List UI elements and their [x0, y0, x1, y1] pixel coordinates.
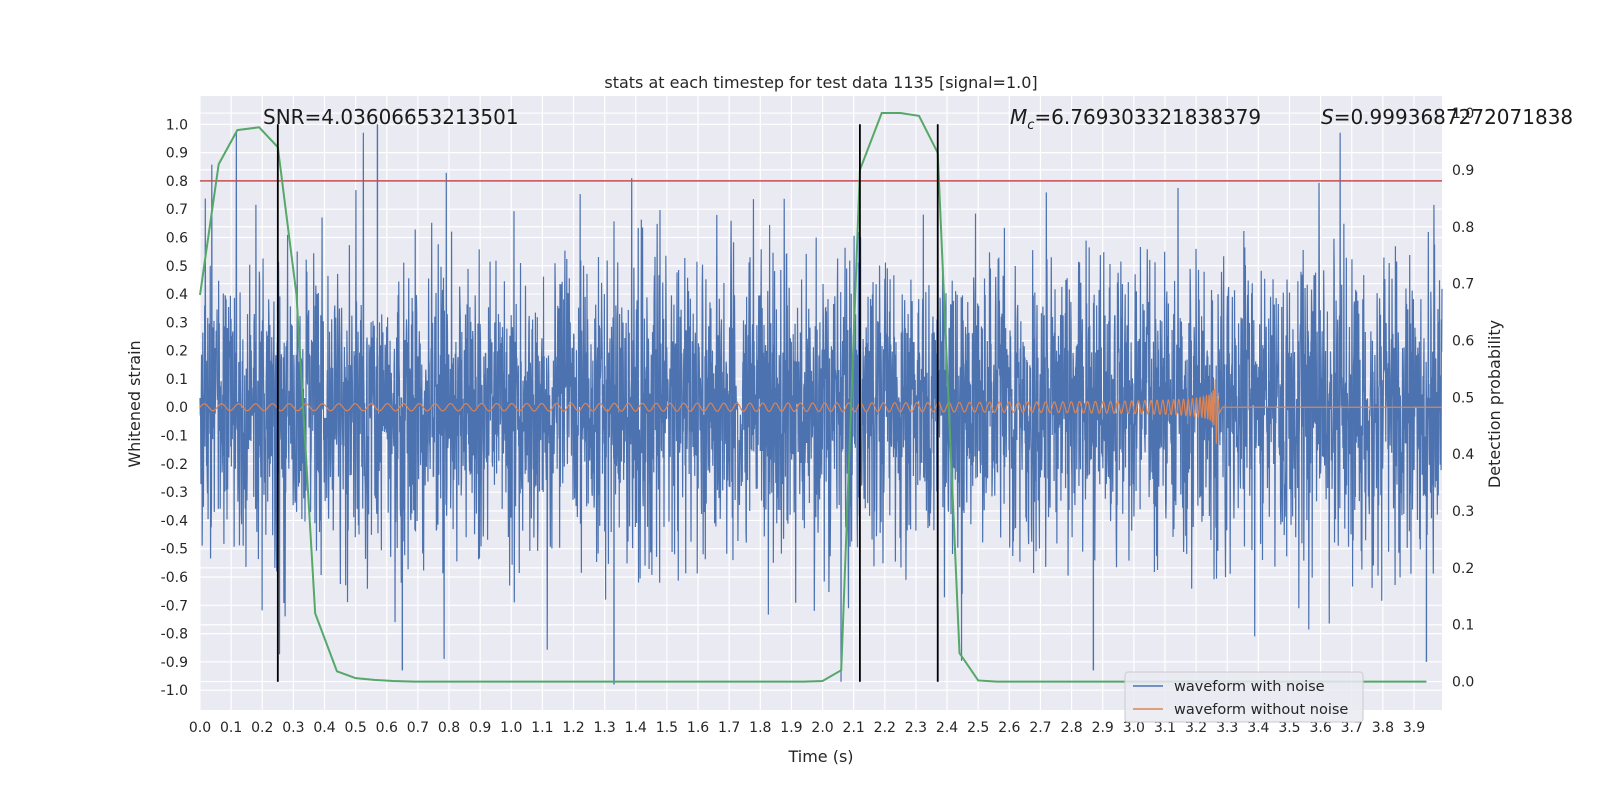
- y-tick-label: 0.2: [166, 344, 188, 360]
- x-tick-label: 1.3: [594, 720, 616, 736]
- y2-tick-label: 0.5: [1452, 390, 1474, 406]
- chirp-mass-symbol: M: [1010, 105, 1027, 129]
- detection-markers: [276, 124, 939, 682]
- x-tick-label: 0.4: [313, 720, 335, 736]
- y2-tick-label: 1.0: [1452, 106, 1474, 122]
- x-tick-label: 0.8: [438, 720, 460, 736]
- y2-tick-label: 0.3: [1452, 504, 1474, 520]
- y2-tick-labels: 0.0 0.1 0.2 0.3 0.4 0.5 0.6 0.7 0.8 0.9 1.0: [1452, 106, 1474, 691]
- x-tick-label: 2.6: [998, 720, 1020, 736]
- y-tick-label: -0.1: [161, 429, 188, 445]
- y-tick-label: 0.4: [166, 287, 188, 303]
- x-tick-label: 1.7: [718, 720, 740, 736]
- x-tick-label: 0.5: [345, 720, 367, 736]
- y2-tick-label: 0.1: [1452, 618, 1474, 634]
- noise-spikes: [376, 124, 1428, 685]
- y-tick-label: -0.4: [161, 513, 188, 529]
- y-tick-labels: -1.0 -0.9 -0.8 -0.7 -0.6 -0.5 -0.4 -0.3 -0.2 -0.1…: [161, 117, 188, 699]
- y-tick-label: 0.9: [166, 146, 188, 162]
- x-tick-label: 2.3: [905, 720, 927, 736]
- x-tick-label: 3.1: [1154, 720, 1176, 736]
- clean-waveform-line: [199, 378, 1442, 445]
- snr-annotation: SNR=4.03606653213501: [263, 105, 519, 129]
- chirp-mass-value: =6.769303321838379: [1034, 105, 1261, 129]
- y-tick-label: 0.0: [166, 400, 188, 416]
- x-tick-labels: 0.0 0.1 0.2 0.3 0.4 0.5 0.6 0.7 0.8 0.9 1.0 1.1 1.2 1…: [189, 720, 1425, 736]
- y-tick-label: -0.2: [161, 457, 188, 473]
- x-tick-label: 0.3: [282, 720, 304, 736]
- y-tick-label: 0.3: [166, 315, 188, 331]
- y-tick-label: 0.8: [166, 174, 188, 190]
- chirp-mass-subscript: c: [1027, 118, 1034, 133]
- x-tick-label: 0.7: [407, 720, 429, 736]
- score-annotation: S=0.9993687272071838: [1321, 105, 1573, 129]
- series-waveform-without-noise: [199, 378, 1442, 445]
- x-tick-label: 2.5: [967, 720, 989, 736]
- x-tick-label: 2.2: [874, 720, 896, 736]
- noise-waveform-line: [199, 132, 1443, 682]
- chart-title: stats at each timestep for test data 113…: [604, 73, 1037, 92]
- x-tick-label: 0.1: [220, 720, 242, 736]
- x-tick-label: 2.9: [1092, 720, 1114, 736]
- legend: waveform with noise waveform without noi…: [1124, 671, 1364, 723]
- legend-box: [1124, 671, 1364, 723]
- y2-axis-label: Detection probability: [1485, 320, 1504, 488]
- y-tick-label: 1.0: [166, 117, 188, 133]
- y-tick-label: -0.3: [161, 485, 188, 501]
- x-tick-label: 1.1: [531, 720, 553, 736]
- x-tick-label: 0.9: [469, 720, 491, 736]
- x-tick-label: 1.5: [656, 720, 678, 736]
- y-tick-label: -0.5: [161, 542, 188, 558]
- x-tick-label: 1.9: [780, 720, 802, 736]
- x-tick-label: 3.9: [1403, 720, 1425, 736]
- y-axis-label: Whitened strain: [125, 340, 144, 467]
- y2-tick-label: 0.9: [1452, 163, 1474, 179]
- x-tick-label: 0.0: [189, 720, 211, 736]
- x-tick-label: 2.8: [1060, 720, 1082, 736]
- x-tick-label: 2.4: [936, 720, 958, 736]
- y-tick-label: -0.9: [161, 655, 188, 671]
- x-tick-label: 3.8: [1372, 720, 1394, 736]
- x-tick-label: 2.7: [1029, 720, 1051, 736]
- y-tick-label: 0.1: [166, 372, 188, 388]
- x-tick-label: 3.3: [1216, 720, 1238, 736]
- x-tick-label: 2.1: [843, 720, 865, 736]
- score-value: =0.9993687272071838: [1334, 105, 1573, 129]
- series-waveform-with-noise: [199, 124, 1443, 685]
- y2-tick-label: 0.6: [1452, 333, 1474, 349]
- y-tick-label: 0.6: [166, 230, 188, 246]
- y-tick-label: -0.6: [161, 570, 188, 586]
- x-tick-label: 3.5: [1278, 720, 1300, 736]
- x-tick-label: 1.4: [625, 720, 647, 736]
- score-symbol: S: [1321, 105, 1334, 129]
- x-tick-label: 3.0: [1123, 720, 1145, 736]
- x-tick-label: 1.2: [562, 720, 584, 736]
- y2-tick-label: 0.4: [1452, 447, 1474, 463]
- legend-label-clean: waveform without noise: [1174, 702, 1348, 718]
- y-tick-label: -1.0: [161, 683, 188, 699]
- y2-tick-label: 0.2: [1452, 561, 1474, 577]
- legend-label-noise: waveform with noise: [1174, 679, 1325, 695]
- x-tick-label: 3.4: [1247, 720, 1269, 736]
- x-tick-label: 1.6: [687, 720, 709, 736]
- y-tick-label: -0.7: [161, 598, 188, 614]
- y-tick-label: -0.8: [161, 627, 188, 643]
- x-tick-label: 2.0: [811, 720, 833, 736]
- x-tick-label: 0.6: [376, 720, 398, 736]
- x-tick-label: 1.8: [749, 720, 771, 736]
- x-tick-label: 3.6: [1309, 720, 1331, 736]
- y-tick-label: 0.5: [166, 259, 188, 275]
- x-tick-label: 0.2: [251, 720, 273, 736]
- y2-tick-label: 0.7: [1452, 277, 1474, 293]
- y2-tick-label: 0.8: [1452, 220, 1474, 236]
- x-tick-label: 1.0: [500, 720, 522, 736]
- x-tick-label: 3.2: [1185, 720, 1207, 736]
- y-tick-label: 0.7: [166, 202, 188, 218]
- x-tick-label: 3.7: [1341, 720, 1363, 736]
- chirp-mass-annotation: Mc=6.769303321838379: [1010, 105, 1261, 133]
- x-axis-label: Time (s): [787, 747, 853, 766]
- y2-tick-label: 0.0: [1452, 675, 1474, 691]
